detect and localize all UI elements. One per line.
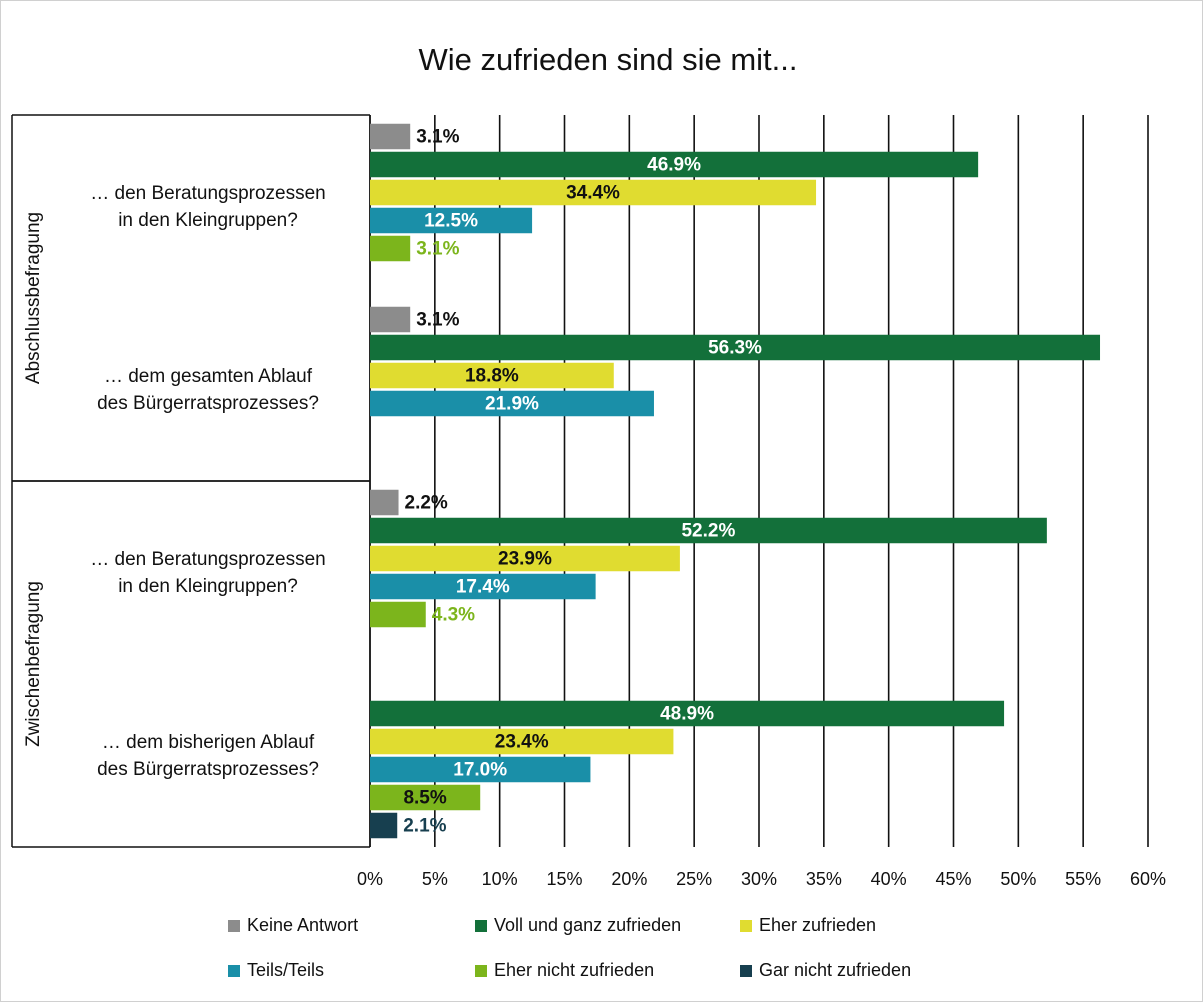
legend-swatch <box>228 965 240 977</box>
bar <box>370 812 398 839</box>
category-label: … den Beratungsprozessen in den Kleingru… <box>90 548 326 597</box>
value-label: 3.1% <box>416 310 459 331</box>
legend-label: Gar nicht zufrieden <box>759 960 911 980</box>
legend-label: Teils/Teils <box>247 960 324 980</box>
value-label: 18.8% <box>465 366 519 387</box>
bar <box>370 728 674 755</box>
category-label: … dem gesamten Ablauf des Bürgerratsproz… <box>97 365 319 414</box>
value-label: 17.4% <box>456 577 510 598</box>
x-tick-label: 10% <box>482 869 518 889</box>
category-label: … dem bisherigen Ablauf des Bürgerratspr… <box>97 731 319 780</box>
x-tick-label: 35% <box>806 869 842 889</box>
legend-swatch <box>740 920 752 932</box>
value-label: 23.4% <box>495 732 549 753</box>
value-label: 4.3% <box>432 605 475 626</box>
group-label: Abschlussbefragung <box>23 212 44 384</box>
value-label: 12.5% <box>424 211 478 232</box>
bar <box>370 123 411 150</box>
x-tick-label: 20% <box>611 869 647 889</box>
x-tick-label: 60% <box>1130 869 1166 889</box>
bar <box>370 756 591 783</box>
bar <box>370 390 654 417</box>
chart-title: Wie zufrieden sind sie mit... <box>418 42 797 77</box>
value-label: 17.0% <box>453 760 507 781</box>
value-label: 46.9% <box>647 155 701 176</box>
bar <box>370 784 481 811</box>
value-label: 48.9% <box>660 704 714 725</box>
value-label: 8.5% <box>403 788 446 809</box>
x-tick-label: 45% <box>935 869 971 889</box>
legend-swatch <box>475 920 487 932</box>
bar <box>370 207 533 234</box>
legend-swatch <box>228 920 240 932</box>
bar <box>370 489 399 516</box>
legend-label: Eher zufrieden <box>759 915 876 935</box>
bar <box>370 306 411 333</box>
bar <box>370 601 426 628</box>
value-label: 23.9% <box>498 549 552 570</box>
value-label: 56.3% <box>708 338 762 359</box>
bar <box>370 179 817 206</box>
bar <box>370 151 979 178</box>
category-label: … den Beratungsprozessen in den Kleingru… <box>90 182 326 231</box>
x-tick-label: 15% <box>546 869 582 889</box>
value-label: 2.1% <box>403 816 446 837</box>
x-tick-label: 55% <box>1065 869 1101 889</box>
value-label: 3.1% <box>416 127 459 148</box>
x-tick-label: 50% <box>1000 869 1036 889</box>
bar <box>370 235 411 262</box>
bar <box>370 334 1101 361</box>
group-label: Zwischenbefragung <box>23 581 44 747</box>
value-label: 52.2% <box>681 521 735 542</box>
bar <box>370 545 680 572</box>
x-tick-label: 5% <box>422 869 448 889</box>
legend-label: Keine Antwort <box>247 915 358 935</box>
value-label: 34.4% <box>566 183 620 204</box>
x-tick-label: 40% <box>871 869 907 889</box>
bar <box>370 362 614 389</box>
value-label: 21.9% <box>485 394 539 415</box>
legend-label: Eher nicht zufrieden <box>494 960 654 980</box>
x-tick-label: 30% <box>741 869 777 889</box>
bar <box>370 573 596 600</box>
bar <box>370 700 1005 727</box>
bar <box>370 517 1047 544</box>
value-label: 3.1% <box>416 239 459 260</box>
value-label: 2.2% <box>405 493 448 514</box>
legend-label: Voll und ganz zufrieden <box>494 915 681 935</box>
legend-swatch <box>475 965 487 977</box>
x-tick-label: 0% <box>357 869 383 889</box>
x-tick-label: 25% <box>676 869 712 889</box>
legend-swatch <box>740 965 752 977</box>
